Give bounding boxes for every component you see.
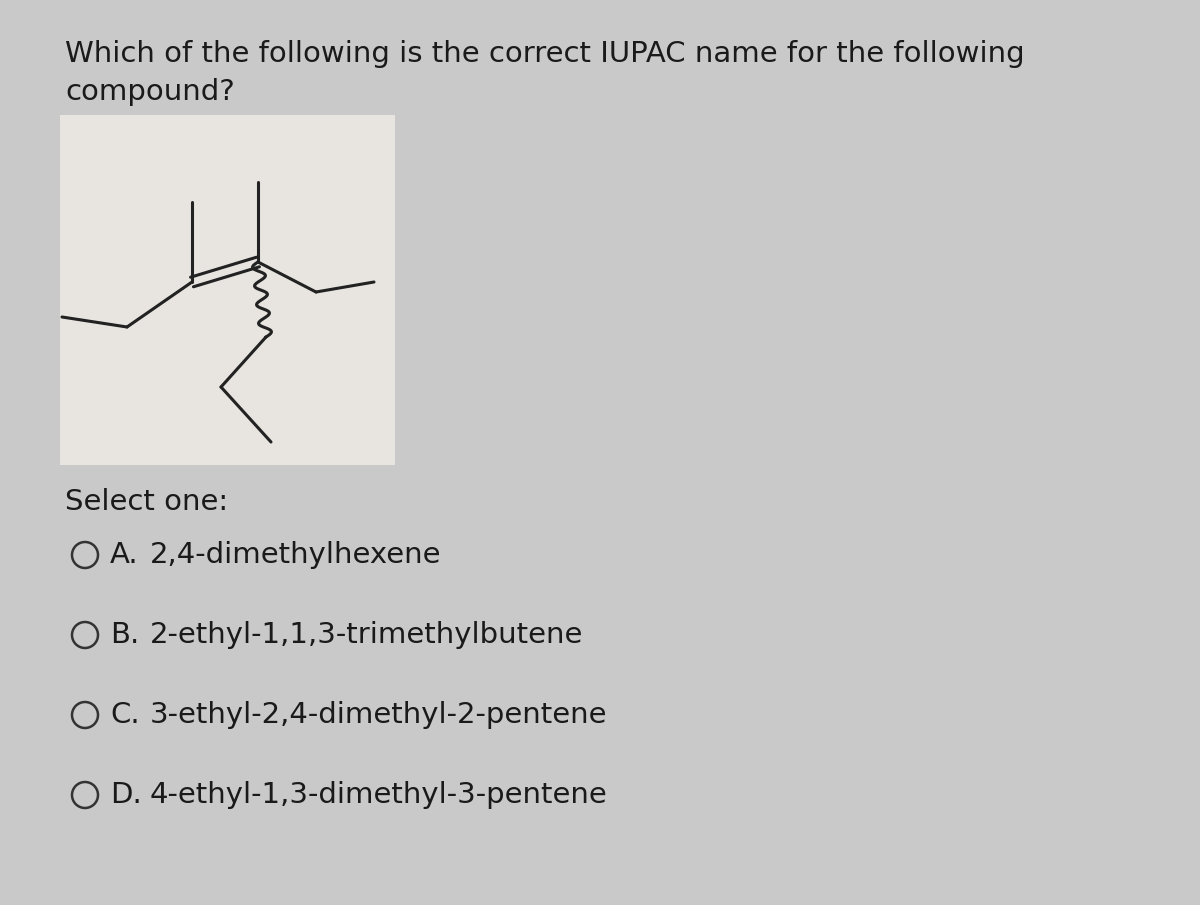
- Text: 2,4-dimethylhexene: 2,4-dimethylhexene: [150, 541, 442, 569]
- Text: Which of the following is the correct IUPAC name for the following: Which of the following is the correct IU…: [65, 40, 1025, 68]
- Text: 3-ethyl-2,4-dimethyl-2-pentene: 3-ethyl-2,4-dimethyl-2-pentene: [150, 701, 607, 729]
- Text: B.: B.: [110, 621, 139, 649]
- Text: D.: D.: [110, 781, 142, 809]
- Text: Select one:: Select one:: [65, 488, 228, 516]
- FancyBboxPatch shape: [60, 115, 395, 465]
- Text: C.: C.: [110, 701, 139, 729]
- Text: 2-ethyl-1,1,3-trimethylbutene: 2-ethyl-1,1,3-trimethylbutene: [150, 621, 583, 649]
- Text: compound?: compound?: [65, 78, 235, 106]
- Text: A.: A.: [110, 541, 139, 569]
- Text: 4-ethyl-1,3-dimethyl-3-pentene: 4-ethyl-1,3-dimethyl-3-pentene: [150, 781, 607, 809]
